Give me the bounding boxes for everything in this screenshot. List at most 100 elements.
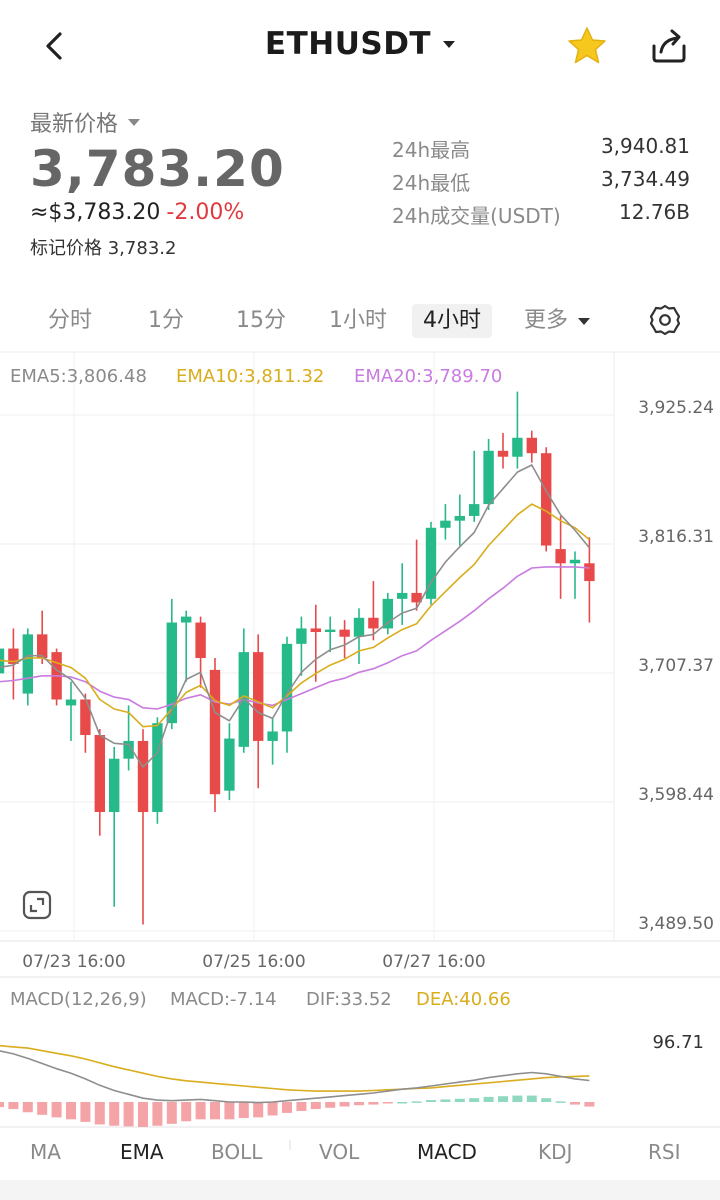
top-bar: ETHUSDT (0, 0, 720, 95)
candle-body-down (584, 563, 595, 582)
candle-body-up (353, 617, 365, 637)
candle-body-up (267, 731, 278, 741)
dif-legend: DIF:33.52 (306, 989, 392, 1010)
time-axis-label: 07/23 16:00 (22, 952, 125, 972)
price-axis-label: 3,816.31 (638, 527, 714, 547)
caret-down-icon (578, 317, 591, 325)
kline-chart[interactable]: 3,925.24 3,816.31 3,707.37 3,598.44 3,489.50… (0, 350, 720, 1150)
price-change: -2.00% (166, 200, 245, 225)
candle-body-down (555, 549, 566, 564)
macd-value-legend: MACD:-7.14 (170, 989, 277, 1010)
indicator-tab-rsi[interactable]: RSI (648, 1140, 681, 1164)
price-axis-label: 3,598.44 (638, 785, 714, 805)
gear-icon[interactable] (648, 303, 682, 337)
candle-body-down (209, 669, 221, 795)
macd-histogram-bar (310, 1102, 321, 1110)
caret-down-icon (128, 118, 141, 126)
ema20-line (0, 566, 590, 710)
ema10-legend: EMA10:3,811.32 (176, 366, 325, 387)
stat-row-high: 24h最高 3,940.81 (392, 134, 690, 163)
ema5-legend: EMA5:3,806.48 (10, 366, 147, 387)
candle-body-down (368, 617, 379, 629)
usd-price: ≈$3,783.20 (30, 200, 161, 225)
ema10-line (0, 503, 590, 728)
tab-timeframe-15m[interactable]: 15分 (236, 308, 286, 333)
macd-histogram-bar (210, 1102, 220, 1120)
stat-value: 3,940.81 (600, 134, 690, 158)
macd-dea-line (0, 1044, 590, 1092)
candle-body-down (339, 629, 350, 637)
candle-body-down (80, 699, 91, 736)
candle-body-up (454, 515, 465, 521)
indicator-tab-boll[interactable]: BOLL (211, 1140, 263, 1164)
stat-label: 24h成交量(USDT) (392, 204, 561, 228)
candle-body-up (397, 592, 408, 599)
stat-value: 3,734.49 (600, 167, 690, 191)
macd-params-legend: MACD(12,26,9) (10, 989, 147, 1010)
candle-body-down (195, 622, 206, 659)
candle-body-up (382, 598, 393, 629)
price-axis-label: 3,707.37 (638, 656, 714, 676)
candle-body-up (181, 616, 192, 623)
macd-histogram-bar (426, 1100, 436, 1102)
back-arrow-icon[interactable] (40, 28, 72, 64)
indicator-tab-macd[interactable]: MACD (417, 1140, 477, 1164)
indicator-tab-ma[interactable]: MA (30, 1140, 61, 1164)
macd-histogram-bar (325, 1102, 336, 1108)
macd-histogram-bar (109, 1102, 120, 1126)
candle-body-up (469, 504, 480, 516)
candle-body-down (253, 652, 264, 741)
tab-timeframe-line[interactable]: 分时 (47, 308, 92, 333)
macd-histogram-bar (296, 1102, 307, 1111)
fullscreen-icon[interactable] (22, 890, 52, 920)
more-label: 更多 (524, 308, 569, 333)
candle-body-up (152, 723, 163, 812)
macd-histogram-bar (584, 1102, 595, 1107)
macd-histogram-bar (94, 1102, 105, 1125)
price-axis-label: 3,489.50 (638, 914, 714, 934)
tab-timeframe-1h[interactable]: 1小时 (329, 308, 387, 333)
candle-body-up (224, 738, 235, 791)
candle-body-up (569, 559, 581, 564)
pair-selector[interactable]: ETHUSDT (264, 26, 456, 62)
candle-body-down (526, 437, 537, 454)
macd-histogram-bar (440, 1099, 451, 1102)
mark-price-value: 3,783.2 (107, 238, 177, 259)
bottom-bar (0, 1180, 720, 1200)
candle-body-up (440, 520, 451, 528)
macd-histogram-bar (267, 1102, 278, 1116)
candle-body-up (65, 699, 77, 706)
macd-histogram-bar (512, 1095, 523, 1102)
indicator-tab-kdj[interactable]: KDJ (538, 1140, 573, 1164)
pair-label: ETHUSDT (264, 26, 432, 62)
indicator-tab-ema[interactable]: EMA (120, 1140, 164, 1164)
candle-body-down (8, 648, 19, 664)
tab-timeframe-1m[interactable]: 1分 (148, 308, 184, 333)
latest-price-selector[interactable]: 最新价格 (30, 106, 141, 138)
macd-histogram-bar (37, 1102, 48, 1115)
share-icon[interactable] (648, 26, 690, 66)
macd-histogram-bar (570, 1102, 580, 1105)
macd-dif-line (0, 1050, 590, 1104)
tab-timeframe-more[interactable]: 更多 (524, 304, 600, 338)
macd-histogram-bar (138, 1102, 148, 1128)
macd-histogram-bar (354, 1102, 364, 1106)
macd-histogram-bar (238, 1102, 249, 1119)
dea-legend: DEA:40.66 (416, 989, 511, 1010)
macd-histogram-bar (181, 1102, 192, 1122)
ema5-line (0, 464, 591, 768)
indicator-tab-vol[interactable]: VOL (319, 1140, 360, 1164)
stat-label: 24h最高 (392, 138, 471, 162)
star-icon[interactable] (566, 26, 608, 66)
candle-body-up (281, 643, 293, 732)
macd-histogram-bar (8, 1102, 19, 1110)
candle-body-up (123, 740, 134, 759)
macd-histogram-bar (22, 1102, 33, 1113)
tab-timeframe-4h[interactable]: 4小时 (412, 304, 492, 338)
candle-body-up (109, 758, 120, 812)
stat-row-low: 24h最低 3,734.49 (392, 167, 690, 196)
macd-histogram-bar (483, 1096, 494, 1102)
macd-histogram-bar (454, 1098, 465, 1102)
stat-label: 24h最低 (392, 171, 471, 195)
macd-histogram-bar (411, 1101, 422, 1103)
